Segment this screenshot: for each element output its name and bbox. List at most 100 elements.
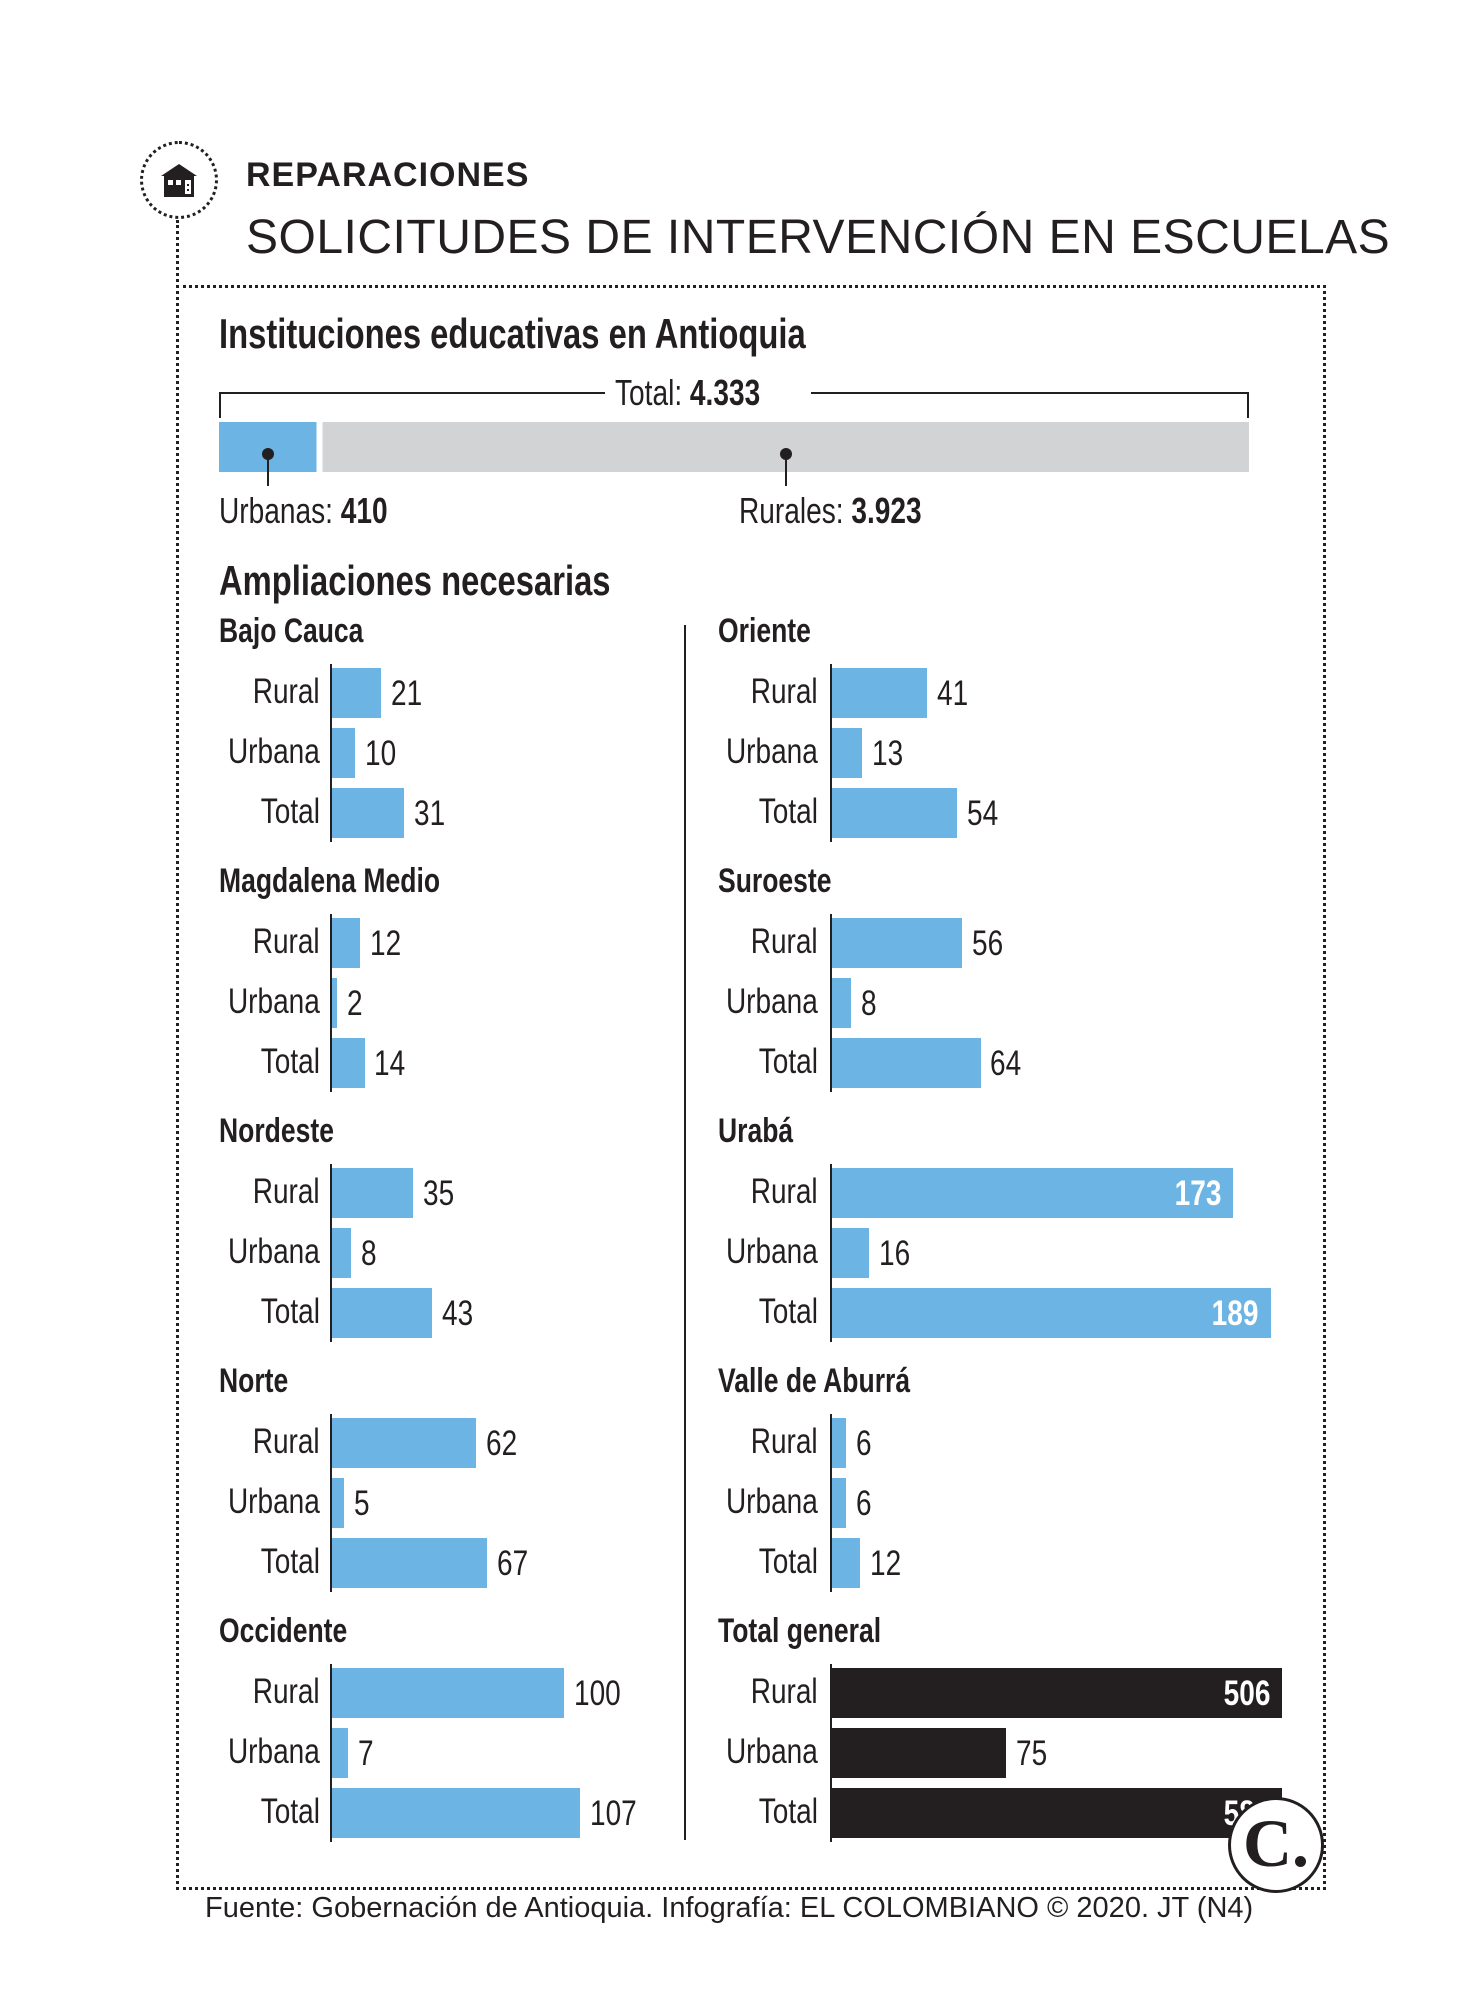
value-total-general-urbana: 75 bbox=[1016, 1734, 1048, 1773]
row-label-total: Total bbox=[758, 1292, 818, 1331]
bar-norte-rural bbox=[332, 1418, 476, 1468]
value-bajo-cauca-total: 31 bbox=[413, 794, 446, 833]
region-title-valle-de-aburra: Valle de Aburrá bbox=[718, 1362, 911, 1400]
bar-axis bbox=[830, 914, 832, 1092]
total-value: 4.333 bbox=[689, 372, 761, 413]
value-nordeste-rural: 35 bbox=[423, 1174, 455, 1213]
bar-suroeste-urbana bbox=[832, 978, 851, 1028]
row-label-total: Total bbox=[260, 1792, 320, 1831]
value-bajo-cauca-urbana: 10 bbox=[365, 734, 397, 773]
header-title: SOLICITUDES DE INTERVENCIÓN EN ESCUELAS bbox=[246, 211, 1391, 264]
row-label-urbana: Urbana bbox=[726, 1232, 818, 1271]
row-label-urbana: Urbana bbox=[726, 1482, 818, 1521]
rural-value: 3.923 bbox=[851, 490, 922, 531]
source-note: Fuente: Gobernación de Antioquia. Infogr… bbox=[205, 1892, 1254, 1924]
bar-bajo-cauca-rural bbox=[332, 668, 381, 718]
el-colombiano-logo: C. bbox=[1228, 1797, 1324, 1893]
row-label-total: Total bbox=[260, 1042, 320, 1081]
row-label-urbana: Urbana bbox=[228, 1232, 320, 1271]
value-magdalena-medio-urbana: 2 bbox=[346, 984, 363, 1023]
row-label-rural: Rural bbox=[751, 1172, 818, 1211]
row-label-total: Total bbox=[260, 1542, 320, 1581]
row-label-total: Total bbox=[260, 1292, 320, 1331]
region-title-uraba: Urabá bbox=[718, 1112, 794, 1150]
bar-suroeste-total bbox=[832, 1038, 981, 1088]
row-label-total: Total bbox=[260, 792, 320, 831]
institutions-title: Instituciones educativas en Antioquia bbox=[219, 310, 806, 357]
bar-axis bbox=[830, 1164, 832, 1342]
bar-occidente-urbana bbox=[332, 1728, 349, 1778]
rural-leader bbox=[784, 458, 787, 486]
value-norte-total: 67 bbox=[497, 1544, 529, 1583]
region-title-bajo-cauca: Bajo Cauca bbox=[219, 612, 364, 650]
bar-occidente-rural bbox=[332, 1668, 564, 1718]
row-label-rural: Rural bbox=[751, 922, 818, 961]
row-label-urbana: Urbana bbox=[726, 982, 818, 1021]
bar-oriente-rural bbox=[832, 668, 928, 718]
urban-label: Urbanas: 410 bbox=[219, 490, 388, 531]
value-suroeste-total: 64 bbox=[990, 1044, 1022, 1083]
row-label-urbana: Urbana bbox=[726, 732, 818, 771]
value-uraba-urbana: 16 bbox=[879, 1234, 911, 1273]
region-title-total-general: Total general bbox=[718, 1612, 882, 1650]
row-label-rural: Rural bbox=[253, 1672, 320, 1711]
value-nordeste-urbana: 8 bbox=[360, 1234, 377, 1273]
bar-uraba-urbana bbox=[832, 1228, 870, 1278]
bar-nordeste-urbana bbox=[332, 1228, 351, 1278]
row-label-rural: Rural bbox=[253, 1422, 320, 1461]
bar-axis bbox=[830, 1664, 832, 1842]
rural-dot bbox=[779, 448, 792, 460]
value-oriente-total: 54 bbox=[967, 794, 999, 833]
bar-axis bbox=[830, 1414, 832, 1592]
value-bajo-cauca-rural: 21 bbox=[390, 674, 422, 713]
bar-axis bbox=[330, 1164, 332, 1342]
region-title-norte: Norte bbox=[219, 1362, 289, 1400]
value-magdalena-medio-rural: 12 bbox=[369, 924, 401, 963]
row-label-total: Total bbox=[758, 1042, 818, 1081]
school-icon bbox=[140, 141, 218, 219]
row-label-rural: Rural bbox=[253, 672, 320, 711]
value-valle-de-aburra-total: 12 bbox=[869, 1544, 901, 1583]
value-occidente-total: 107 bbox=[590, 1794, 637, 1833]
bar-total-general-rural bbox=[832, 1668, 1282, 1718]
bar-bajo-cauca-total bbox=[332, 788, 404, 838]
region-title-suroeste: Suroeste bbox=[718, 862, 832, 900]
value-occidente-urbana: 7 bbox=[358, 1734, 374, 1773]
bar-oriente-urbana bbox=[832, 728, 863, 778]
value-uraba-rural: 173 bbox=[1174, 1174, 1222, 1213]
bar-magdalena-medio-total bbox=[332, 1038, 365, 1088]
value-valle-de-aburra-urbana: 6 bbox=[855, 1484, 872, 1523]
bar-occidente-total bbox=[332, 1788, 581, 1838]
urban-value: 410 bbox=[340, 490, 388, 531]
region-title-oriente: Oriente bbox=[718, 612, 811, 650]
row-label-urbana: Urbana bbox=[228, 982, 320, 1021]
value-oriente-rural: 41 bbox=[937, 674, 969, 713]
row-label-total: Total bbox=[758, 1792, 818, 1831]
urban-leader bbox=[266, 458, 269, 486]
bar-valle-de-aburra-urbana bbox=[832, 1478, 846, 1528]
region-title-nordeste: Nordeste bbox=[219, 1112, 334, 1150]
value-uraba-total: 189 bbox=[1211, 1294, 1259, 1333]
row-label-rural: Rural bbox=[751, 1672, 818, 1711]
bar-uraba-total bbox=[832, 1288, 1271, 1338]
bar-axis bbox=[330, 1414, 332, 1592]
row-label-total: Total bbox=[758, 1542, 818, 1581]
bar-suroeste-rural bbox=[832, 918, 962, 968]
bar-nordeste-total bbox=[332, 1288, 432, 1338]
dotted-frame bbox=[176, 285, 1326, 1890]
bar-valle-de-aburra-total bbox=[832, 1538, 860, 1588]
bar-axis bbox=[330, 914, 332, 1092]
region-title-magdalena-medio: Magdalena Medio bbox=[219, 862, 441, 900]
bar-oriente-total bbox=[832, 788, 958, 838]
column-divider bbox=[684, 625, 686, 1840]
value-suroeste-urbana: 8 bbox=[860, 984, 877, 1023]
row-label-urbana: Urbana bbox=[228, 732, 320, 771]
row-label-urbana: Urbana bbox=[228, 1482, 320, 1521]
bar-magdalena-medio-rural bbox=[332, 918, 360, 968]
row-label-total: Total bbox=[758, 792, 818, 831]
value-valle-de-aburra-rural: 6 bbox=[855, 1424, 872, 1463]
header-kicker: REPARACIONES bbox=[246, 156, 530, 194]
rural-label: Rurales: 3.923 bbox=[739, 490, 922, 531]
row-label-urbana: Urbana bbox=[228, 1732, 320, 1771]
bar-total-general-total bbox=[832, 1788, 1282, 1838]
